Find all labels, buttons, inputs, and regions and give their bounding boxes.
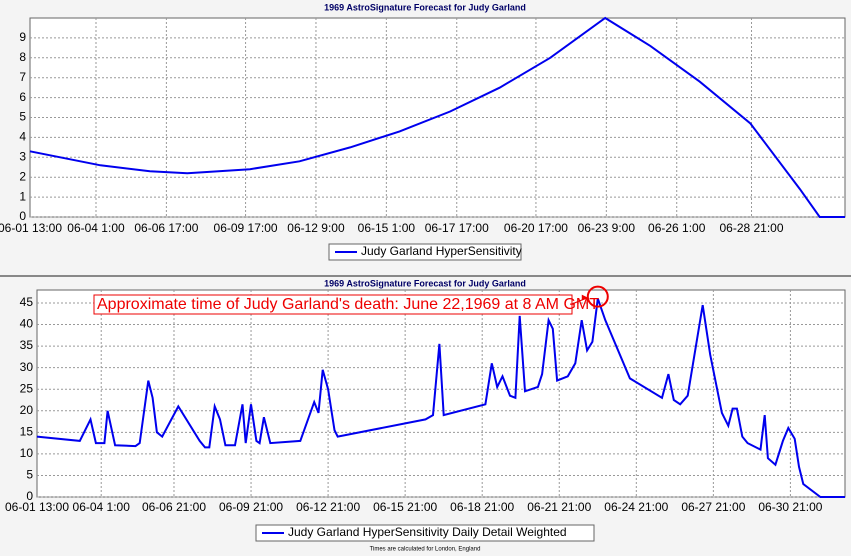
y-tick-label: 5 bbox=[19, 110, 26, 124]
y-tick-label: 0 bbox=[26, 489, 33, 503]
y-tick-label: 4 bbox=[19, 130, 26, 144]
y-tick-label: 45 bbox=[20, 295, 34, 309]
x-tick-label: 06-20 17:00 bbox=[504, 221, 568, 235]
chart-title: 1969 AstroSignature Forecast for Judy Ga… bbox=[324, 278, 526, 288]
legend-label: Judy Garland HyperSensitivity bbox=[361, 244, 522, 258]
chart-title: 1969 AstroSignature Forecast for Judy Ga… bbox=[324, 2, 526, 12]
y-tick-label: 40 bbox=[20, 317, 34, 331]
series-line bbox=[29, 16, 845, 218]
annotation: Approximate time of Judy Garland's death… bbox=[97, 296, 599, 313]
x-tick-label: 06-12 21:00 bbox=[296, 500, 360, 514]
chart-note: Times are calculated for London, England bbox=[370, 547, 481, 553]
y-tick-label: 35 bbox=[20, 338, 34, 352]
y-tick-label: 20 bbox=[20, 403, 34, 417]
x-tick-label: 06-21 21:00 bbox=[527, 500, 591, 514]
legend-box bbox=[255, 524, 595, 542]
y-tick-label: 6 bbox=[19, 90, 26, 104]
x-tick-label: 06-28 21:00 bbox=[719, 221, 783, 235]
y-tick-label: 7 bbox=[19, 70, 26, 84]
plot-area bbox=[36, 289, 846, 498]
x-tick-label: 06-26 1:00 bbox=[648, 221, 706, 235]
arrow-head bbox=[581, 294, 588, 301]
y-tick-label: 30 bbox=[20, 360, 34, 374]
y-tick-label: 1 bbox=[19, 189, 26, 203]
series-line bbox=[36, 298, 845, 498]
y-tick-label: 25 bbox=[20, 381, 34, 395]
x-tick-label: 06-23 9:00 bbox=[578, 221, 636, 235]
annotation-circle bbox=[586, 285, 609, 308]
y-tick-label: 2 bbox=[19, 169, 26, 183]
x-tick-label: 06-04 1:00 bbox=[73, 500, 131, 514]
x-tick-label: 06-01 13:00 bbox=[5, 500, 69, 514]
x-tick-label: 06-12 9:00 bbox=[287, 221, 345, 235]
x-tick-label: 06-24 21:00 bbox=[604, 500, 668, 514]
x-tick-label: 06-18 21:00 bbox=[450, 500, 514, 514]
x-tick-label: 06-17 17:00 bbox=[425, 221, 489, 235]
y-tick-label: 9 bbox=[19, 30, 26, 44]
y-tick-label: 15 bbox=[20, 424, 34, 438]
x-tick-label: 06-15 1:00 bbox=[358, 221, 416, 235]
x-tick-label: 06-04 1:00 bbox=[67, 221, 125, 235]
x-tick-label: 06-01 13:00 bbox=[0, 221, 62, 235]
x-tick-label: 06-27 21:00 bbox=[681, 500, 745, 514]
y-tick-label: 8 bbox=[19, 50, 26, 64]
x-tick-label: 06-30 21:00 bbox=[758, 500, 822, 514]
x-tick-label: 06-09 21:00 bbox=[219, 500, 283, 514]
y-tick-label: 3 bbox=[19, 149, 26, 163]
annotation-box bbox=[93, 294, 573, 315]
x-tick-label: 06-09 17:00 bbox=[214, 221, 278, 235]
legend-label: Judy Garland HyperSensitivity Daily Deta… bbox=[288, 525, 567, 539]
y-tick-label: 10 bbox=[20, 446, 34, 460]
legend-box bbox=[328, 243, 522, 261]
x-tick-label: 06-06 17:00 bbox=[134, 221, 198, 235]
x-tick-label: 06-15 21:00 bbox=[373, 500, 437, 514]
y-tick-label: 0 bbox=[19, 209, 26, 223]
x-tick-label: 06-06 21:00 bbox=[142, 500, 206, 514]
y-tick-label: 5 bbox=[26, 468, 33, 482]
